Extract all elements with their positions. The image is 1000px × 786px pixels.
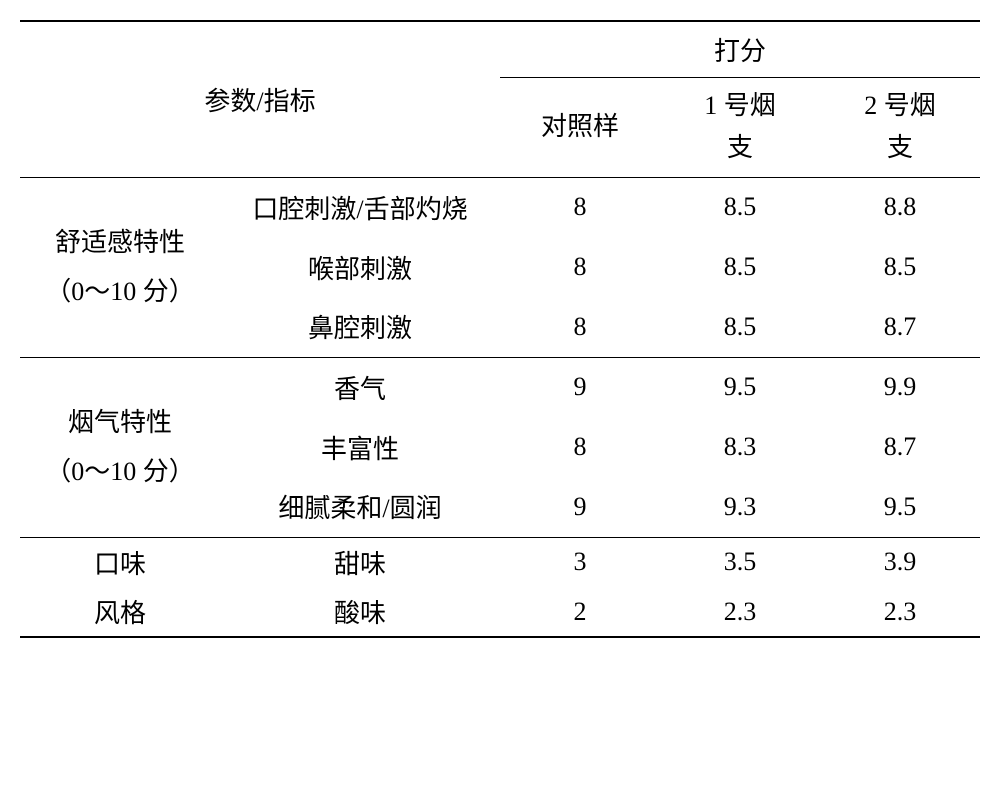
metric-cell: 口腔刺激/舌部灼烧 — [220, 177, 500, 237]
score-value: 3.9 — [884, 547, 917, 576]
metric-label: 酸味 — [334, 599, 386, 628]
score-cell: 8 — [500, 237, 660, 297]
score-value: 8 — [574, 192, 587, 221]
table-row: 风格 酸味 2 2.3 2.3 — [20, 587, 980, 637]
score-cell: 9 — [500, 477, 660, 537]
score-cell: 8.7 — [820, 417, 980, 477]
score-cell: 2.3 — [820, 587, 980, 637]
metric-cell: 酸味 — [220, 587, 500, 637]
metric-label: 丰富性 — [321, 435, 399, 464]
metric-label: 喉部刺激 — [308, 255, 412, 284]
score-cell: 9.9 — [820, 357, 980, 417]
header-s1-l2: 支 — [727, 133, 753, 162]
metric-label: 甜味 — [334, 550, 386, 579]
header-s1-l1: 1 号烟 — [704, 91, 776, 120]
group-label-taste: 口味 — [20, 537, 220, 587]
score-value: 9.9 — [884, 372, 917, 401]
score-cell: 2.3 — [660, 587, 820, 637]
metric-label: 细腻柔和/圆润 — [278, 494, 441, 523]
metric-label: 口腔刺激/舌部灼烧 — [252, 195, 467, 224]
score-value: 8.7 — [884, 312, 917, 341]
score-cell: 8.5 — [660, 177, 820, 237]
metric-cell: 香气 — [220, 357, 500, 417]
score-value: 2.3 — [884, 597, 917, 626]
header-col-control: 对照样 — [500, 77, 660, 177]
metric-label: 香气 — [334, 375, 386, 404]
group-label-smoke: 烟气特性 （0～10 分） — [20, 357, 220, 537]
score-cell: 8.5 — [660, 237, 820, 297]
header-col-s2: 2 号烟 支 — [820, 77, 980, 177]
scoring-table: 参数/指标 打分 对照样 1 号烟 支 2 号烟 支 舒适感特性 （0～10 — [20, 20, 980, 638]
score-cell: 8.8 — [820, 177, 980, 237]
scoring-table-container: 参数/指标 打分 对照样 1 号烟 支 2 号烟 支 舒适感特性 （0～10 — [20, 20, 980, 638]
score-value: 8.7 — [884, 432, 917, 461]
group0-l2: （0～10 分） — [45, 277, 195, 306]
score-cell: 8.5 — [820, 237, 980, 297]
header-s2-l1: 2 号烟 — [864, 91, 936, 120]
table-row: 舒适感特性 （0～10 分） 口腔刺激/舌部灼烧 8 8.5 8.8 — [20, 177, 980, 237]
score-value: 8.5 — [724, 312, 757, 341]
header-col-s1: 1 号烟 支 — [660, 77, 820, 177]
score-cell: 9 — [500, 357, 660, 417]
group-label-comfort: 舒适感特性 （0～10 分） — [20, 177, 220, 357]
score-value: 9 — [574, 492, 587, 521]
score-value: 3 — [574, 547, 587, 576]
score-cell: 8 — [500, 177, 660, 237]
metric-label: 鼻腔刺激 — [308, 314, 412, 343]
group-single-label: 口味 — [94, 550, 146, 579]
score-cell: 8.7 — [820, 297, 980, 357]
score-cell: 9.5 — [660, 357, 820, 417]
group1-l1: 烟气特性 — [68, 408, 172, 437]
score-value: 8.5 — [724, 252, 757, 281]
metric-cell: 细腻柔和/圆润 — [220, 477, 500, 537]
score-value: 9.5 — [724, 372, 757, 401]
metric-cell: 丰富性 — [220, 417, 500, 477]
group-single-label: 风格 — [94, 599, 146, 628]
score-cell: 3.5 — [660, 537, 820, 587]
score-value: 9 — [574, 372, 587, 401]
metric-cell: 甜味 — [220, 537, 500, 587]
group0-l1: 舒适感特性 — [55, 228, 185, 257]
score-value: 8 — [574, 252, 587, 281]
score-cell: 9.5 — [820, 477, 980, 537]
score-value: 2 — [574, 597, 587, 626]
score-value: 8.8 — [884, 192, 917, 221]
score-value: 8 — [574, 432, 587, 461]
score-cell: 8.3 — [660, 417, 820, 477]
score-value: 8.5 — [724, 192, 757, 221]
score-cell: 3 — [500, 537, 660, 587]
score-cell: 9.3 — [660, 477, 820, 537]
score-cell: 8 — [500, 417, 660, 477]
table-row: 口味 甜味 3 3.5 3.9 — [20, 537, 980, 587]
score-value: 9.3 — [724, 492, 757, 521]
score-cell: 8 — [500, 297, 660, 357]
table-row: 烟气特性 （0～10 分） 香气 9 9.5 9.9 — [20, 357, 980, 417]
group1-l2: （0～10 分） — [45, 457, 195, 486]
score-value: 8.5 — [884, 252, 917, 281]
group-label-style: 风格 — [20, 587, 220, 637]
score-cell: 3.9 — [820, 537, 980, 587]
score-cell: 8.5 — [660, 297, 820, 357]
header-control-label: 对照样 — [541, 112, 619, 141]
score-value: 8.3 — [724, 432, 757, 461]
score-value: 8 — [574, 312, 587, 341]
score-cell: 2 — [500, 587, 660, 637]
header-row-1: 参数/指标 打分 — [20, 21, 980, 77]
score-value: 2.3 — [724, 597, 757, 626]
score-value: 3.5 — [724, 547, 757, 576]
score-value: 9.5 — [884, 492, 917, 521]
header-s2-l2: 支 — [887, 133, 913, 162]
metric-cell: 鼻腔刺激 — [220, 297, 500, 357]
header-param-label: 参数/指标 — [204, 87, 315, 116]
header-score-group-label: 打分 — [714, 37, 766, 66]
header-score-group: 打分 — [500, 21, 980, 77]
metric-cell: 喉部刺激 — [220, 237, 500, 297]
header-param: 参数/指标 — [20, 21, 500, 177]
